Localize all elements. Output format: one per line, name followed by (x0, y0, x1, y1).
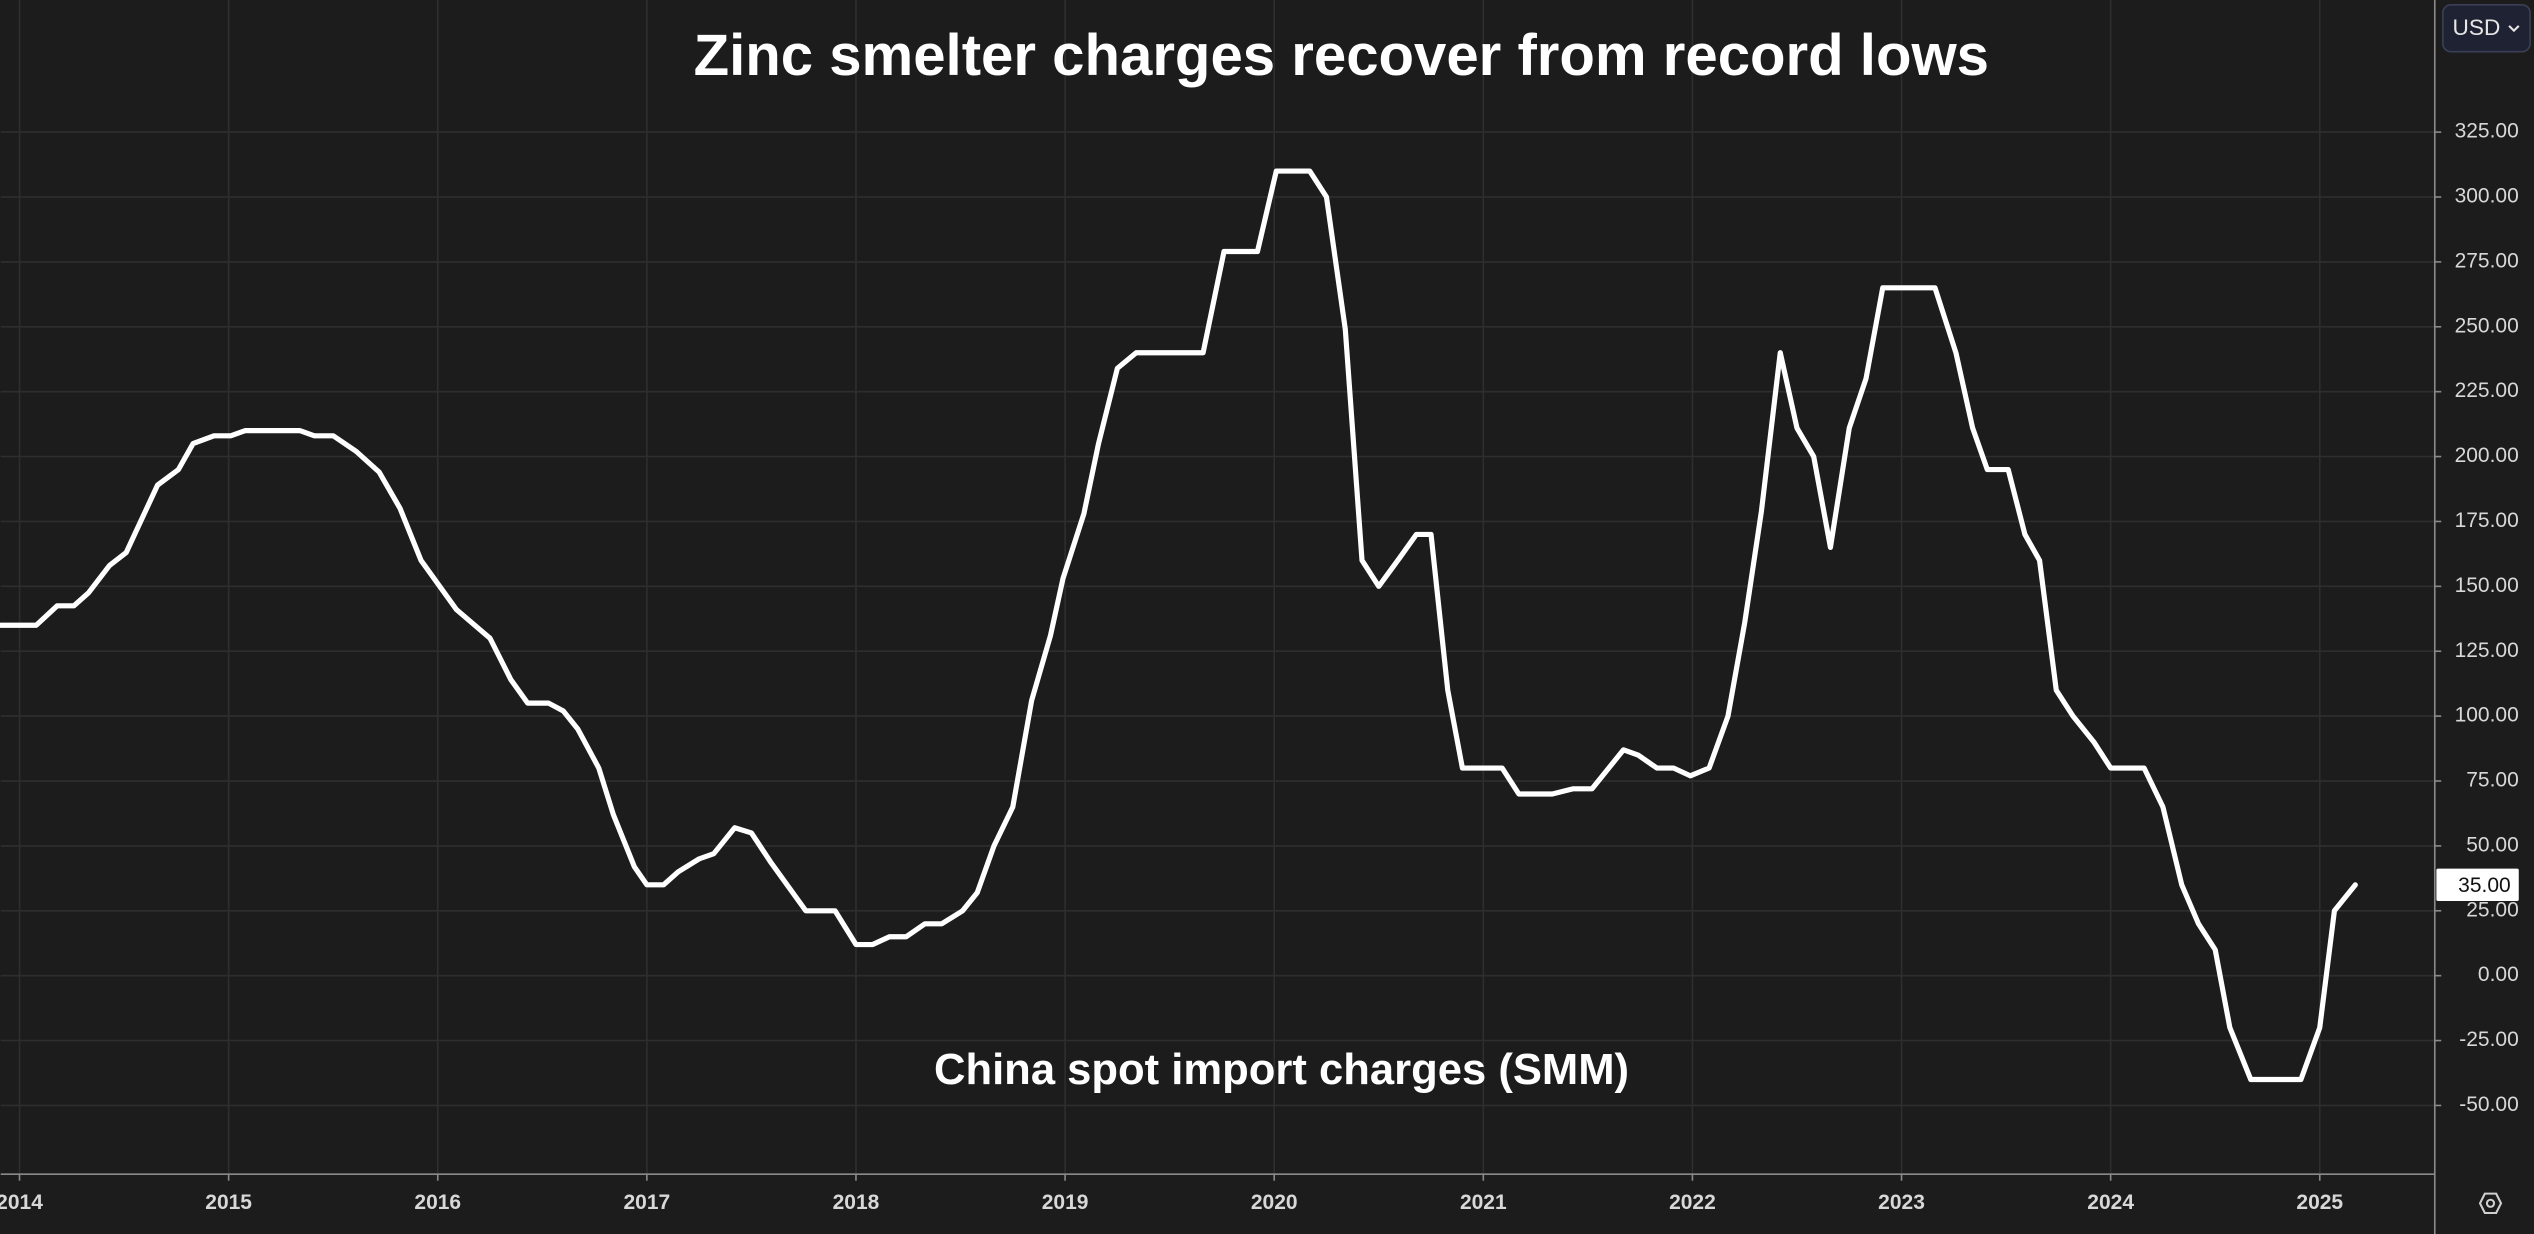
chevron-icon[interactable] (2508, 25, 2520, 33)
last-value-badge (2436, 868, 2519, 901)
x-tick-label: 2019 (1042, 1191, 1089, 1214)
y-tick-label: 175.00 (2455, 509, 2519, 532)
y-tick-label: 0.00 (2478, 963, 2519, 986)
x-tick-label: 2024 (2087, 1191, 2134, 1214)
y-tick-label: 125.00 (2455, 639, 2519, 662)
currency-button-bg[interactable] (2442, 4, 2531, 53)
y-tick-label: 75.00 (2466, 769, 2519, 792)
currency-label[interactable]: USD (2453, 15, 2501, 40)
x-tick-label: 2014 (0, 1191, 43, 1214)
settings-icon[interactable] (2478, 1192, 2503, 1215)
x-tick-label: 2015 (205, 1191, 252, 1214)
plot-area (0, 168, 2358, 1083)
settings-button[interactable] (2478, 1192, 2503, 1215)
y-tick-label: 300.00 (2455, 185, 2519, 208)
settings-icon-dot[interactable] (2485, 1198, 2496, 1208)
last-value-label: 35.00 (2458, 874, 2511, 897)
grid (0, 0, 2435, 1175)
annotation: China spot import charges (SMM) (934, 1046, 1629, 1094)
y-tick-label: 275.00 (2455, 249, 2519, 272)
x-tick-label: 2023 (1878, 1191, 1925, 1214)
y-tick-label: 250.00 (2455, 314, 2519, 337)
y-tick-label: 200.00 (2455, 444, 2519, 467)
y-tick-label: 150.00 (2455, 574, 2519, 597)
x-tick-label: 2017 (624, 1191, 671, 1214)
y-tick-label: 325.00 (2455, 120, 2519, 143)
x-tick-label: 2022 (1669, 1191, 1716, 1214)
y-tick-label: 100.00 (2455, 704, 2519, 727)
currency-button[interactable]: USD (2442, 4, 2531, 53)
y-tick-label: 25.00 (2466, 898, 2519, 921)
x-tick-label: 2020 (1251, 1191, 1298, 1214)
axes (0, 0, 2436, 1234)
x-tick-label: 2021 (1460, 1191, 1507, 1214)
y-tick-label: 225.00 (2455, 379, 2519, 402)
x-tick-label: 2016 (414, 1191, 461, 1214)
y-tick-label: -50.00 (2459, 1093, 2519, 1116)
x-tick-label: 2025 (2296, 1191, 2343, 1214)
y-tick-label: 50.00 (2466, 833, 2519, 856)
data-line (0, 168, 2358, 1083)
chart-title: Zinc smelter charges recover from record… (694, 23, 1989, 88)
x-tick-label: 2018 (833, 1191, 880, 1214)
axis-labels: -50.00 -25.00 0.00 25.00 50.00 75.00 100.00 125… (0, 120, 2519, 1214)
y-tick-label: -25.00 (2459, 1028, 2519, 1051)
